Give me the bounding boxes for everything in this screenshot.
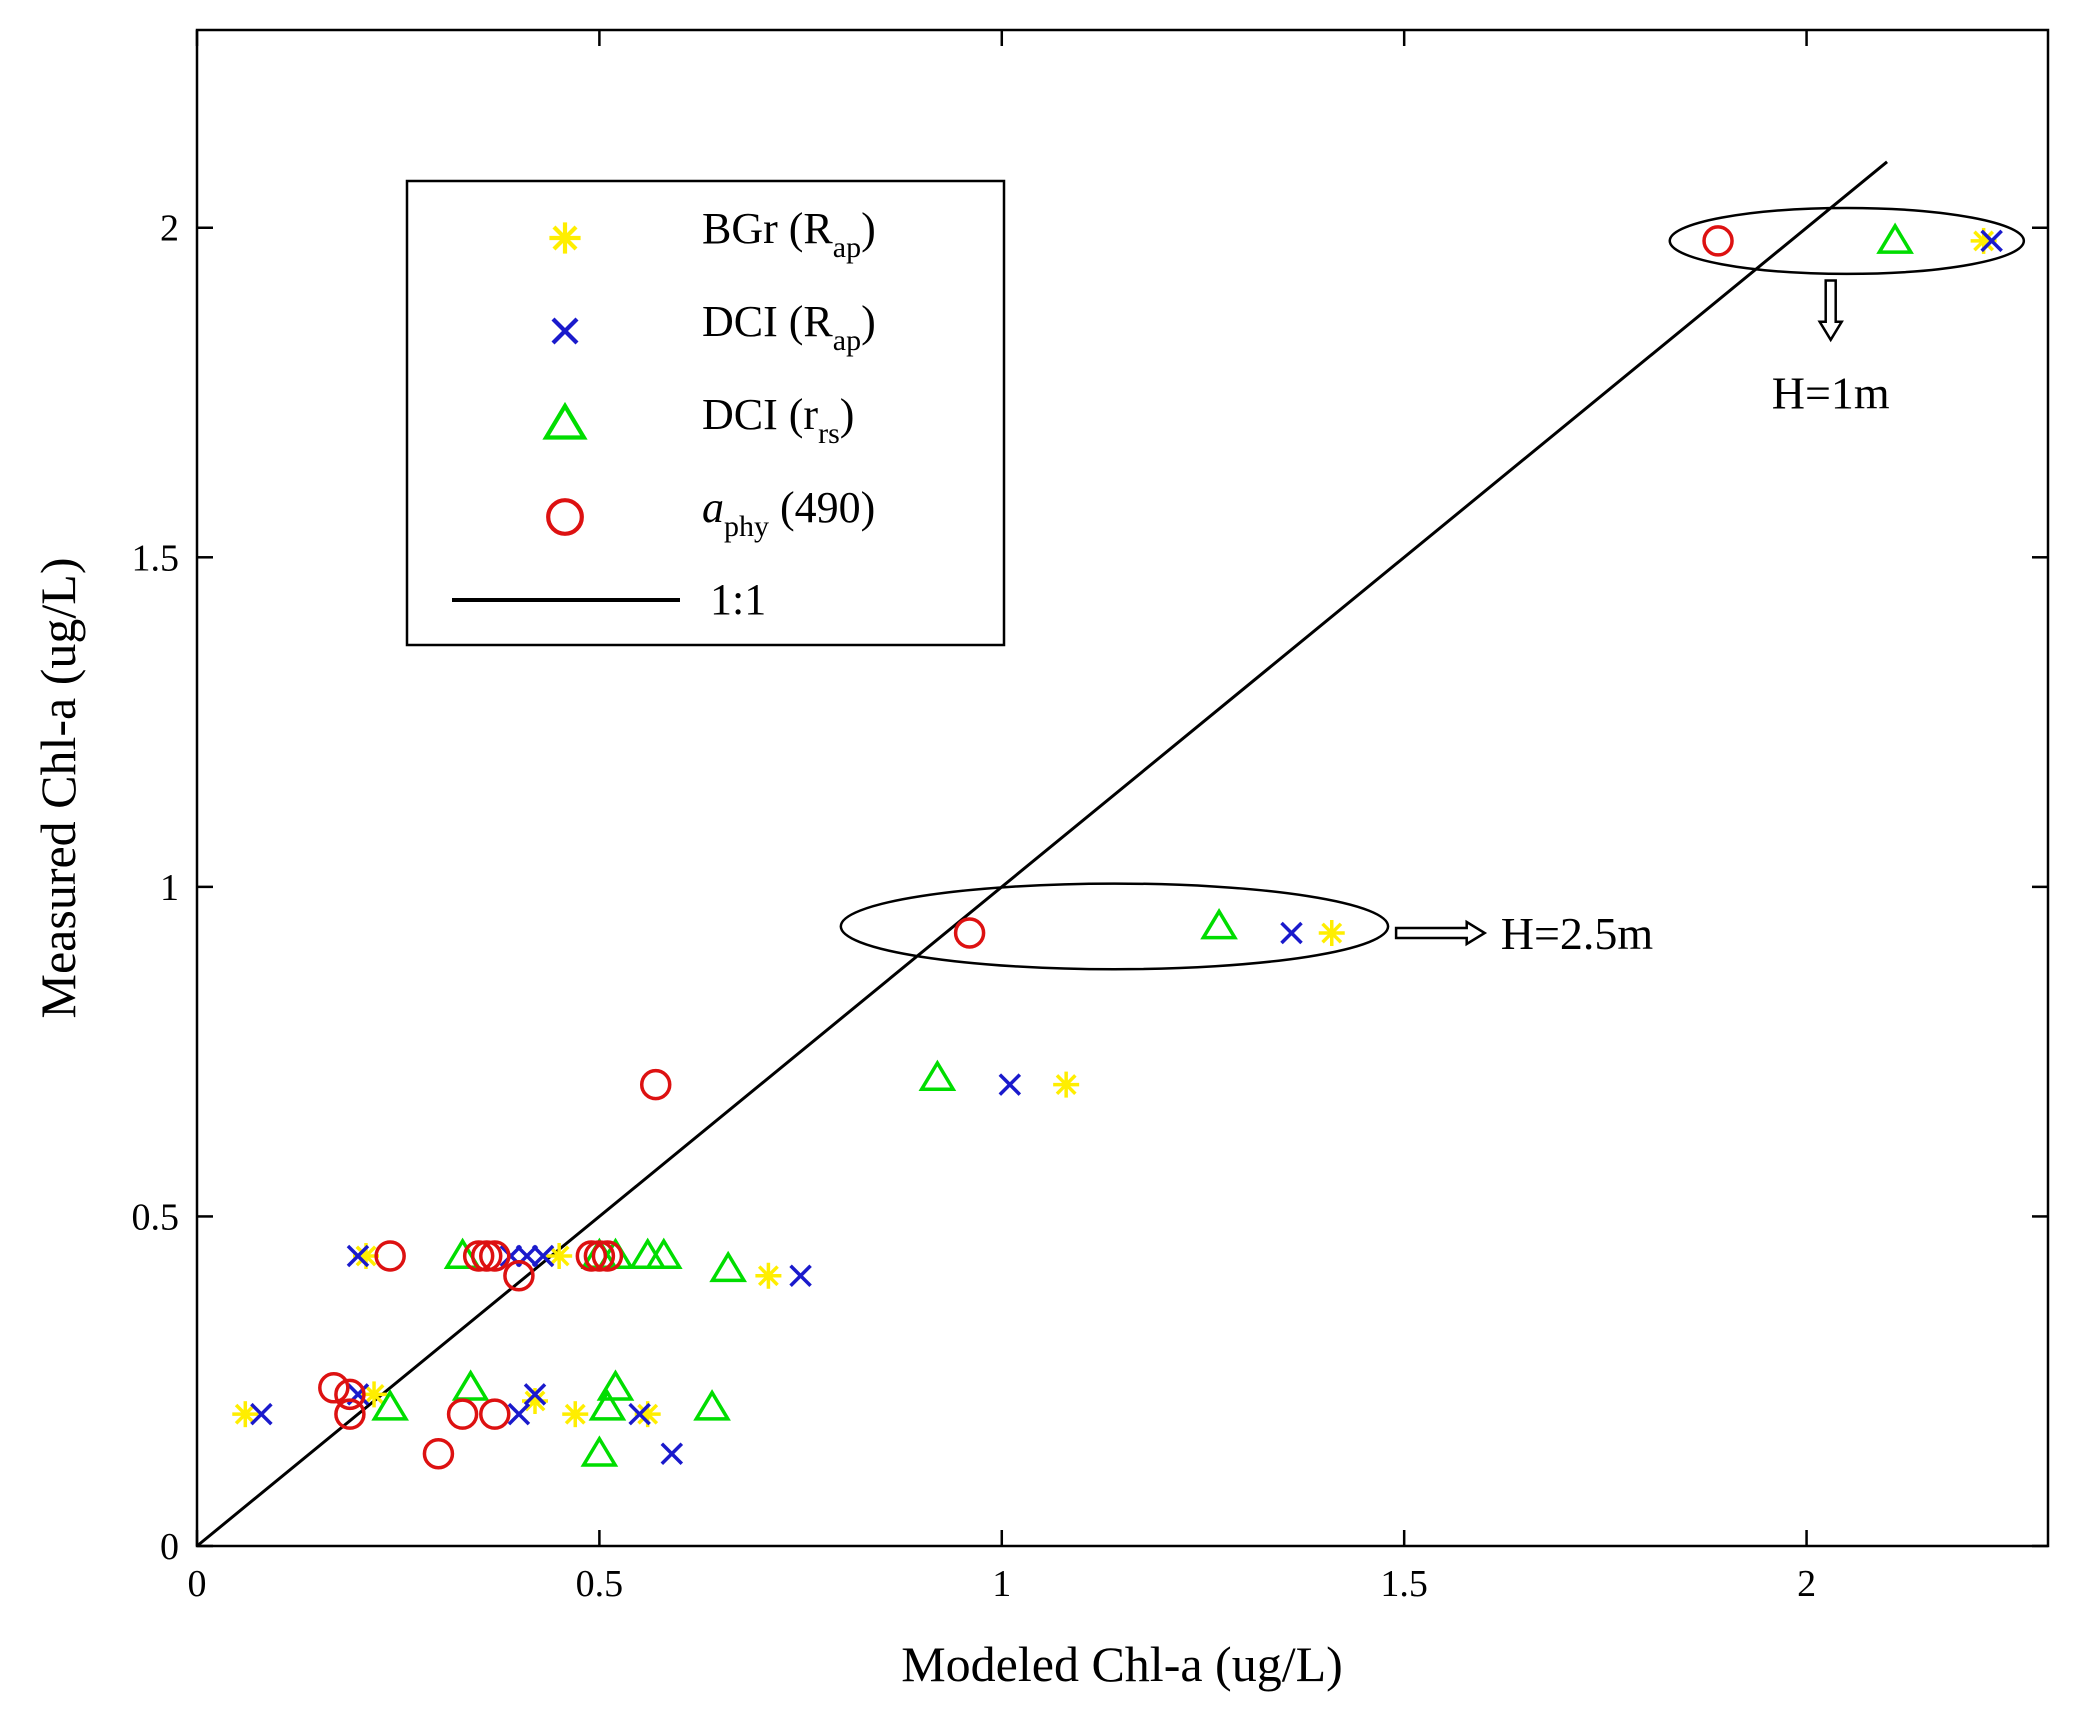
aphy-point [318, 1372, 350, 1404]
bgr-point [1053, 1071, 1080, 1098]
dci_rap-point [660, 1442, 684, 1465]
aphy-point [639, 1068, 672, 1101]
dci_rrs-point [1876, 222, 1914, 254]
x-tick-label: 2 [1797, 1563, 1816, 1605]
legend-markers [542, 222, 588, 536]
x-axis-label: Modeled Chl-a (ug/L) [901, 1636, 1343, 1692]
dci_rrs-point [451, 1369, 490, 1401]
dci_rrs-point [596, 1369, 635, 1401]
aphy-point [503, 1260, 535, 1292]
annotation-ellipse [839, 882, 1390, 971]
bgr-point [562, 1401, 589, 1428]
bgr-point [522, 1387, 549, 1414]
aphy-point [591, 1240, 624, 1272]
reference-line-group [196, 160, 1888, 1548]
dci_rap-point [507, 1402, 531, 1426]
aphy-point [374, 1240, 406, 1272]
x-tick-label: 0.5 [576, 1563, 624, 1605]
aphy-point [583, 1240, 616, 1272]
y-axis-label: Measured Chl-a (ug/L) [30, 558, 86, 1019]
dci_rrs-point [918, 1059, 957, 1092]
bgr-point [1318, 920, 1345, 947]
dci_rrs-point [588, 1389, 627, 1421]
axis-ticks: 0 0.5 1 1.5 2 0 0.5 1 1.5 2 [132, 30, 2048, 1605]
dci_rrs-point [443, 1237, 482, 1269]
legend-box [405, 179, 1006, 647]
annotation-ellipse [1668, 206, 2026, 276]
aphy-point [422, 1437, 455, 1470]
x-tick-label: 0 [188, 1563, 207, 1605]
dci_rrs-point [371, 1389, 409, 1421]
data-points [232, 222, 2003, 1470]
aphy-point [1702, 225, 1734, 257]
aphy-point [479, 1398, 511, 1430]
y-tick-label: 1.5 [132, 537, 180, 579]
dci_rap-point [531, 1244, 555, 1268]
annotation-arrow [1394, 919, 1488, 947]
legend: BGr (Rap) DCI (Rap) DCI (rrs) aphy (490)… [405, 179, 1006, 647]
legend-label-bgr: BGr (Rap) [702, 204, 876, 264]
aphy-point [462, 1240, 495, 1272]
x-tick-label: 1.5 [1380, 1563, 1428, 1605]
aphy-point [334, 1398, 366, 1430]
aphy-point [334, 1378, 366, 1411]
dci_rrs-point [644, 1237, 683, 1269]
annotation-label: H=2.5m [1501, 908, 1654, 959]
y-tick-label: 0.5 [132, 1196, 180, 1238]
dci_rap-point [998, 1073, 1022, 1096]
aphy-point [479, 1240, 511, 1272]
dci_rap-point [523, 1383, 547, 1406]
legend-marker-dci_rap [551, 317, 579, 345]
annotations: H=1m H=2.5m [839, 206, 2026, 971]
legend-label-dci-rap: DCI (Rap) [702, 297, 876, 357]
aphy-point [470, 1240, 503, 1272]
dci_rrs-point [709, 1250, 747, 1283]
aphy-point [953, 917, 986, 949]
dci_rap-point [250, 1402, 273, 1426]
x-tick-label: 1 [992, 1563, 1011, 1605]
legend-label-aphy: aphy (490) [702, 483, 875, 543]
y-tick-label: 2 [160, 208, 179, 250]
dci_rap-point [628, 1402, 651, 1426]
legend-marker-aphy [546, 498, 584, 536]
aphy-point [575, 1240, 608, 1272]
dci_rrs-point [580, 1435, 619, 1467]
dci_rrs-point [693, 1389, 731, 1421]
dci_rap-point [1980, 229, 2003, 253]
dci_rap-point [346, 1244, 370, 1268]
legend-label-line: 1:1 [710, 575, 766, 624]
annotation-arrow [1817, 279, 1844, 343]
one-to-one-line [196, 160, 1888, 1548]
dci_rrs-point [1200, 908, 1238, 940]
y-tick-label: 1 [160, 867, 179, 909]
aphy-point [446, 1398, 479, 1430]
dci_rap-point [789, 1264, 812, 1287]
bgr-point [755, 1262, 782, 1289]
legend-marker-bgr [549, 222, 581, 254]
legend-marker-dci_rrs [542, 401, 588, 440]
legend-label-dci-rrs: DCI (rrs) [702, 390, 854, 450]
bgr-point [546, 1242, 573, 1269]
bgr-point [232, 1401, 259, 1428]
dci_rap-point [1280, 921, 1303, 945]
annotation-label: H=1m [1772, 368, 1890, 419]
y-tick-label: 0 [160, 1526, 179, 1568]
